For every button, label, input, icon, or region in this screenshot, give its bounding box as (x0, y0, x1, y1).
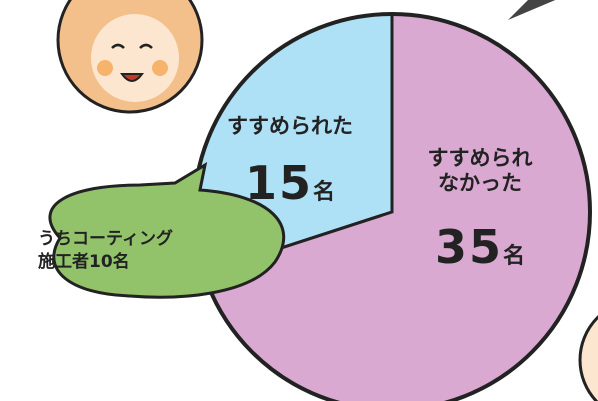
category-label: すすめられ なかった (427, 146, 533, 195)
unit-label: 名 (313, 179, 336, 205)
slice-label: すすめられ なかった 35名 (395, 128, 565, 292)
speech-bubble (48, 161, 286, 299)
value-label: 35 (434, 220, 503, 275)
bubble-tip (508, 0, 556, 20)
slice-label: すすめられた 15名 (205, 96, 375, 228)
value-label: 15 (244, 155, 313, 210)
face-illustration (56, 0, 204, 114)
annotation: うちコーティング 施工者10名 (38, 229, 173, 272)
unit-label: 名 (503, 244, 526, 270)
face-partial (578, 315, 598, 401)
category-label: すすめられた (227, 114, 353, 139)
